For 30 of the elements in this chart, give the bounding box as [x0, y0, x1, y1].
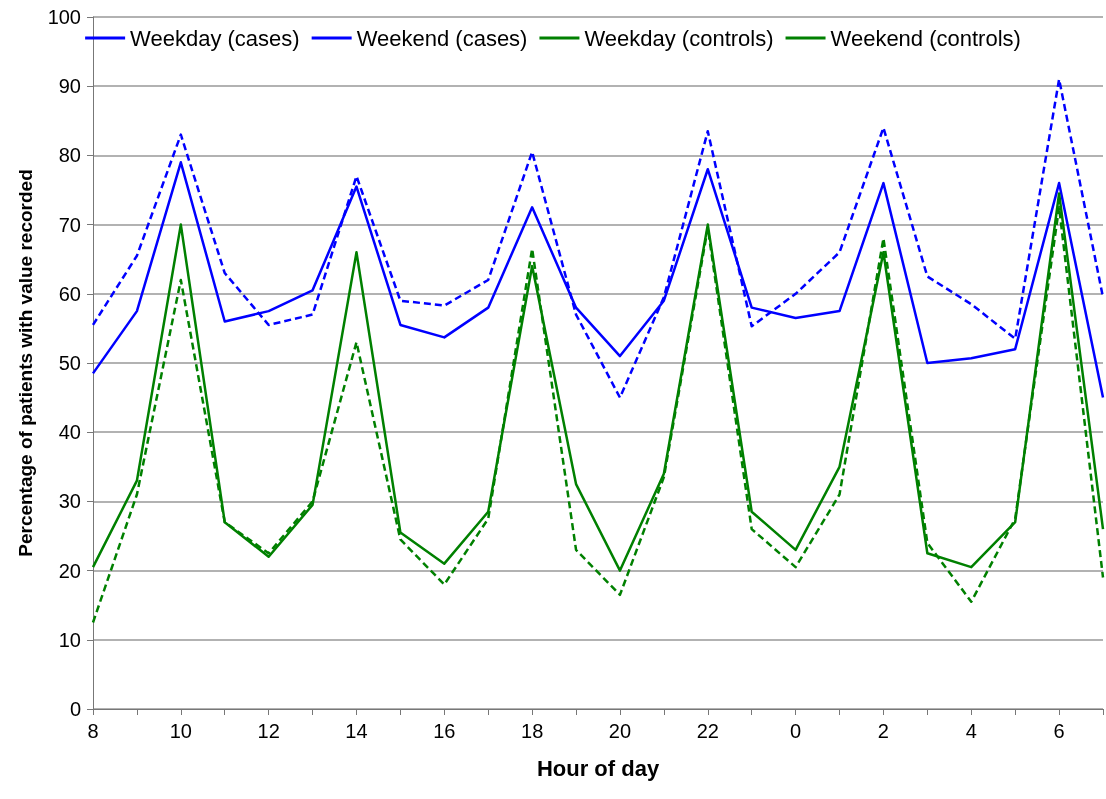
- x-tick-label: 6: [1053, 720, 1065, 742]
- legend-label: Weekend (cases): [356, 25, 528, 51]
- y-tick-label: 50: [58, 352, 81, 374]
- y-tick-label: 90: [58, 75, 81, 98]
- x-tick-label: 10: [169, 720, 192, 742]
- y-tick-label: 100: [47, 6, 81, 28]
- y-tick-label: 60: [58, 282, 81, 305]
- y-axis-title: Percentage of patients with value recorded: [15, 169, 36, 557]
- line-series: [91, 78, 1105, 399]
- legend-label: Weekday (cases): [130, 25, 300, 51]
- x-tick-label: 14: [345, 720, 368, 742]
- y-tick-label: 80: [58, 144, 81, 167]
- x-axis-title: Hour of day: [536, 755, 660, 781]
- x-tick-label: 2: [877, 720, 889, 742]
- y-tick-label: 70: [58, 213, 81, 236]
- x-tick-label: 8: [87, 720, 99, 742]
- legend-label: Weekday (controls): [584, 25, 774, 51]
- y-tick-label: 30: [58, 490, 81, 513]
- x-tick-label: 0: [790, 720, 802, 742]
- x-tick-label: 4: [965, 720, 977, 742]
- legend-label: Weekend (controls): [830, 25, 1021, 51]
- y-tick-label: 40: [58, 421, 81, 444]
- y-tick-label: 0: [69, 698, 81, 720]
- y-tick-label: 10: [58, 628, 81, 651]
- x-tick-label: 16: [433, 720, 456, 742]
- x-tick-label: 12: [257, 720, 280, 742]
- x-tick-label: 20: [608, 720, 632, 742]
- x-tick-label: 22: [696, 720, 719, 742]
- x-tick-label: 18: [521, 720, 544, 742]
- y-tick-label: 20: [58, 559, 81, 582]
